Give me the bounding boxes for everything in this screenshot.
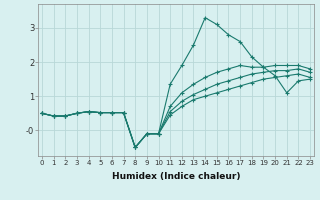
X-axis label: Humidex (Indice chaleur): Humidex (Indice chaleur) — [112, 172, 240, 181]
